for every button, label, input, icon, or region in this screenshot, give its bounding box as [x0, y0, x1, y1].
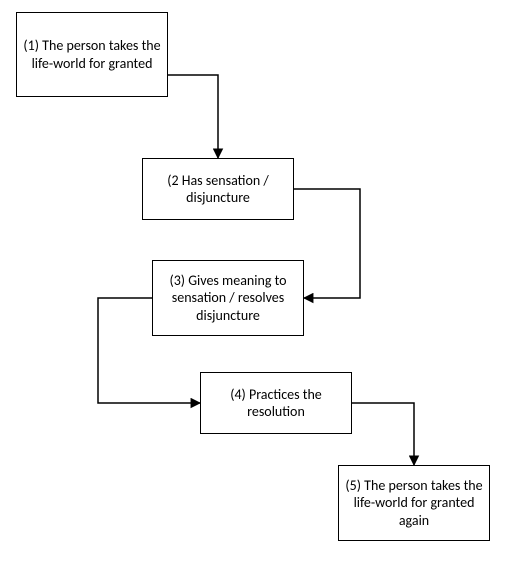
flowchart-edge-4 — [352, 403, 414, 465]
flowchart-node-1: (1) The person takes the life-world for … — [16, 12, 168, 97]
flowchart-edge-1 — [168, 75, 218, 158]
flowchart-node-3: (3) Gives meaning to sensation / resolve… — [152, 260, 304, 336]
flowchart-node-5: (5) The person takes the life-world for … — [338, 465, 490, 541]
flowchart-node-4: (4) Practices the resolution — [200, 372, 352, 434]
flowchart-node-2: (2 Has sensation / disjuncture — [142, 158, 294, 220]
